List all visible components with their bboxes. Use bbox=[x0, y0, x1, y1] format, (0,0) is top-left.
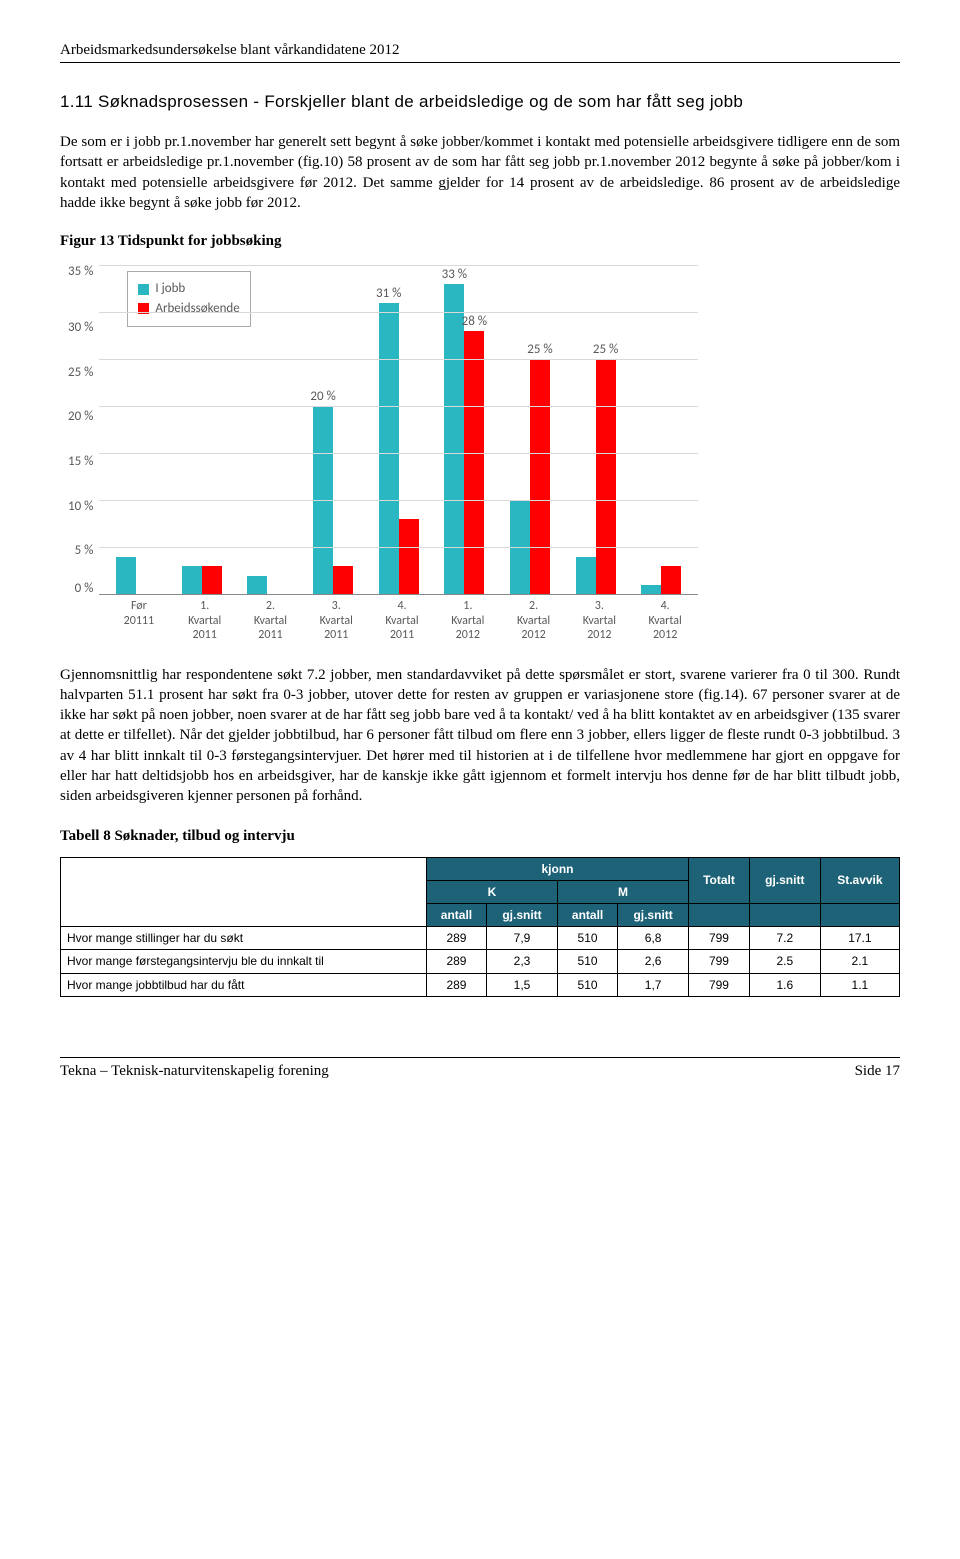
table-subheader: antall bbox=[558, 903, 618, 926]
table-cell: 7,9 bbox=[487, 927, 558, 950]
bar-value-label: 20 % bbox=[310, 388, 335, 406]
bar-group: 20 % bbox=[300, 265, 366, 594]
chart-plot-area: I jobb Arbeidssøkende 20 %31 %33 %28 %25… bbox=[99, 265, 698, 595]
table-header-kjonn: kjonn bbox=[426, 857, 688, 880]
bar-group bbox=[103, 265, 169, 594]
table-row: Hvor mange jobbtilbud har du fått2891,55… bbox=[61, 973, 900, 996]
table-cell: 1.1 bbox=[820, 973, 899, 996]
x-tick-label: Før20111 bbox=[106, 595, 172, 642]
table-cell: 1,7 bbox=[618, 973, 689, 996]
y-tick-label: 20 % bbox=[68, 408, 93, 426]
table-row-label: Hvor mange førstegangsintervju ble du in… bbox=[61, 950, 427, 973]
table-row-label: Hvor mange stillinger har du søkt bbox=[61, 927, 427, 950]
bar: 28 % bbox=[464, 331, 484, 594]
bar-value-label: 33 % bbox=[442, 266, 467, 284]
table-8: kjonn Totalt gj.snitt St.avvik K M antal… bbox=[60, 857, 900, 997]
y-tick-label: 5 % bbox=[75, 542, 94, 560]
y-tick-label: 25 % bbox=[68, 363, 93, 381]
bar bbox=[202, 566, 222, 594]
table-cell: 799 bbox=[689, 973, 750, 996]
table-cell: 1,5 bbox=[487, 973, 558, 996]
bar-group bbox=[169, 265, 235, 594]
y-tick-label: 30 % bbox=[68, 319, 93, 337]
y-tick-label: 0 % bbox=[75, 580, 94, 598]
table-cell: 2.5 bbox=[749, 950, 820, 973]
x-tick-label: 2.Kvartal2012 bbox=[501, 595, 567, 642]
bar bbox=[399, 519, 419, 594]
bar bbox=[333, 566, 353, 594]
x-tick-label: 4.Kvartal2011 bbox=[369, 595, 435, 642]
table-header-totalt: Totalt bbox=[689, 857, 750, 903]
table-cell: 289 bbox=[426, 973, 486, 996]
table-header-k: K bbox=[426, 880, 557, 903]
figure-13-chart: 35 %30 %25 %20 %15 %10 %5 %0 % I jobb Ar… bbox=[68, 265, 698, 642]
x-tick-label: 4.Kvartal2012 bbox=[632, 595, 698, 642]
bar-group: 31 % bbox=[366, 265, 432, 594]
table-body: Hvor mange stillinger har du søkt2897,95… bbox=[61, 927, 900, 997]
bar bbox=[661, 566, 681, 594]
y-tick-label: 35 % bbox=[68, 263, 93, 281]
section-heading: 1.11 Søknadsprosessen - Forskjeller blan… bbox=[60, 91, 900, 114]
y-tick-label: 10 % bbox=[68, 497, 93, 515]
table-8-caption: Tabell 8 Søknader, tilbud og intervju bbox=[60, 826, 900, 846]
bar-group: 25 % bbox=[497, 265, 563, 594]
table-cell: 7.2 bbox=[749, 927, 820, 950]
x-tick-label: 3.Kvartal2012 bbox=[566, 595, 632, 642]
chart-bars: 20 %31 %33 %28 %25 %25 % bbox=[99, 265, 698, 594]
table-cell: 6,8 bbox=[618, 927, 689, 950]
table-cell: 510 bbox=[558, 950, 618, 973]
y-tick-label: 15 % bbox=[68, 453, 93, 471]
table-header-gjsnitt: gj.snitt bbox=[749, 857, 820, 903]
paragraph-2: Gjennomsnittlig har respondentene søkt 7… bbox=[60, 665, 900, 807]
table-header-m: M bbox=[558, 880, 689, 903]
running-header: Arbeidsmarkedsundersøkelse blant vårkand… bbox=[60, 40, 900, 63]
bar bbox=[576, 557, 596, 595]
table-cell: 1.6 bbox=[749, 973, 820, 996]
table-cell: 799 bbox=[689, 950, 750, 973]
bar-value-label: 31 % bbox=[376, 285, 401, 303]
chart-y-axis: 35 % 30 % 25 % 20 % 15 % 10 % 5 % 0 % bbox=[68, 265, 99, 595]
bar: 25 % bbox=[596, 359, 616, 594]
bar-value-label: 25 % bbox=[527, 341, 552, 359]
table-cell: 289 bbox=[426, 927, 486, 950]
bar: 31 % bbox=[379, 303, 399, 594]
chart-x-axis: Før201111.Kvartal20112.Kvartal20113.Kvar… bbox=[106, 595, 698, 642]
table-cell: 2,3 bbox=[487, 950, 558, 973]
footer-right: Side 17 bbox=[855, 1061, 900, 1081]
table-cell: 510 bbox=[558, 927, 618, 950]
x-tick-label: 1.Kvartal2011 bbox=[172, 595, 238, 642]
table-cell: 2.1 bbox=[820, 950, 899, 973]
bar-group bbox=[235, 265, 301, 594]
bar-value-label: 28 % bbox=[462, 313, 487, 331]
x-tick-label: 2.Kvartal2011 bbox=[238, 595, 304, 642]
bar bbox=[247, 576, 267, 595]
bar-group: 25 % bbox=[563, 265, 629, 594]
x-tick-label: 1.Kvartal2012 bbox=[435, 595, 501, 642]
table-row: Hvor mange førstegangsintervju ble du in… bbox=[61, 950, 900, 973]
x-tick-label: 3.Kvartal2011 bbox=[303, 595, 369, 642]
table-cell: 510 bbox=[558, 973, 618, 996]
bar: 25 % bbox=[530, 359, 550, 594]
table-cell: 799 bbox=[689, 927, 750, 950]
table-subheader: antall bbox=[426, 903, 486, 926]
table-cell: 289 bbox=[426, 950, 486, 973]
table-cell: 17.1 bbox=[820, 927, 899, 950]
paragraph-1: De som er i jobb pr.1.november har gener… bbox=[60, 132, 900, 213]
bar-value-label: 25 % bbox=[593, 341, 618, 359]
bar bbox=[116, 557, 136, 595]
table-row-label: Hvor mange jobbtilbud har du fått bbox=[61, 973, 427, 996]
table-header-stavvik: St.avvik bbox=[820, 857, 899, 903]
table-cell: 2,6 bbox=[618, 950, 689, 973]
bar bbox=[182, 566, 202, 594]
footer-left: Tekna – Teknisk-naturvitenskapelig foren… bbox=[60, 1061, 329, 1081]
table-subheader: gj.snitt bbox=[618, 903, 689, 926]
bar-group bbox=[628, 265, 694, 594]
bar-group: 33 % 28 % bbox=[432, 265, 498, 594]
bar bbox=[641, 585, 661, 594]
page-footer: Tekna – Teknisk-naturvitenskapelig foren… bbox=[60, 1057, 900, 1081]
figure-13-caption: Figur 13 Tidspunkt for jobbsøking bbox=[60, 231, 900, 251]
table-row: Hvor mange stillinger har du søkt2897,95… bbox=[61, 927, 900, 950]
table-subheader: gj.snitt bbox=[487, 903, 558, 926]
